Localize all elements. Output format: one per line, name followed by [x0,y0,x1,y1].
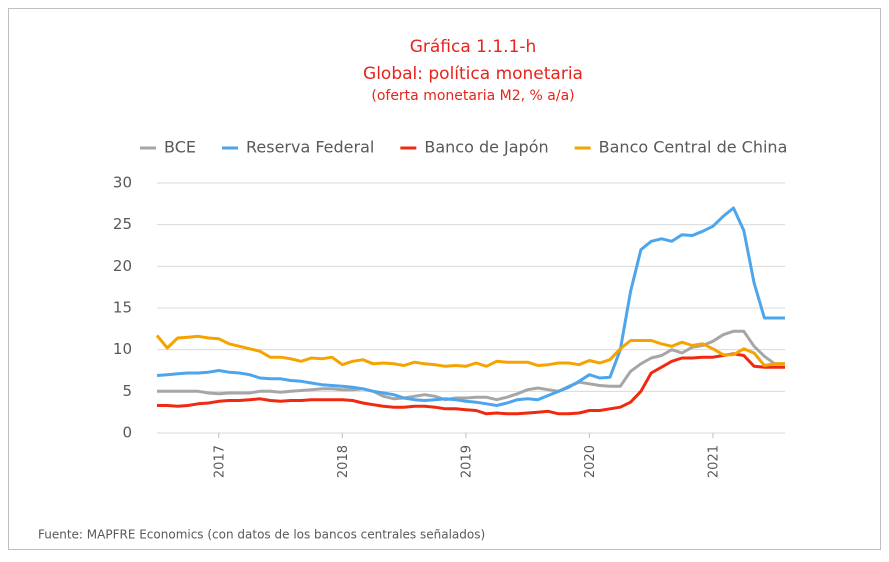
y-tick-label: 20 [113,257,132,275]
series-line [157,352,785,416]
frame [8,8,881,550]
chart-subtitle: (oferta monetaria M2, % a/a) [371,88,574,104]
y-tick-label: 15 [113,299,132,317]
y-tick-label: 10 [113,340,132,358]
chart-subtitle: Global: política monetaria [363,64,583,84]
legend-label: Banco de Japón [424,138,548,157]
series-line [157,329,785,402]
y-tick-label: 5 [122,382,132,400]
x-tick-label: 2021 [706,445,721,478]
y-tick-label: 25 [113,215,132,233]
series-line [155,334,785,368]
y-tick-label: 30 [113,174,132,192]
x-tick-label: 2019 [459,445,474,478]
legend-label: Banco Central de China [599,138,788,157]
y-tick-label: 0 [122,424,132,442]
x-tick-label: 2018 [336,445,351,478]
series-line [156,206,785,407]
legend-label: Reserva Federal [246,138,374,157]
chart-title: Gráfica 1.1.1-h [410,37,537,57]
legend-label: BCE [164,138,196,157]
x-tick-label: 2020 [583,445,598,478]
source-note: Fuente: MAPFRE Economics (con datos de l… [38,528,485,542]
x-tick-label: 2017 [212,445,227,478]
